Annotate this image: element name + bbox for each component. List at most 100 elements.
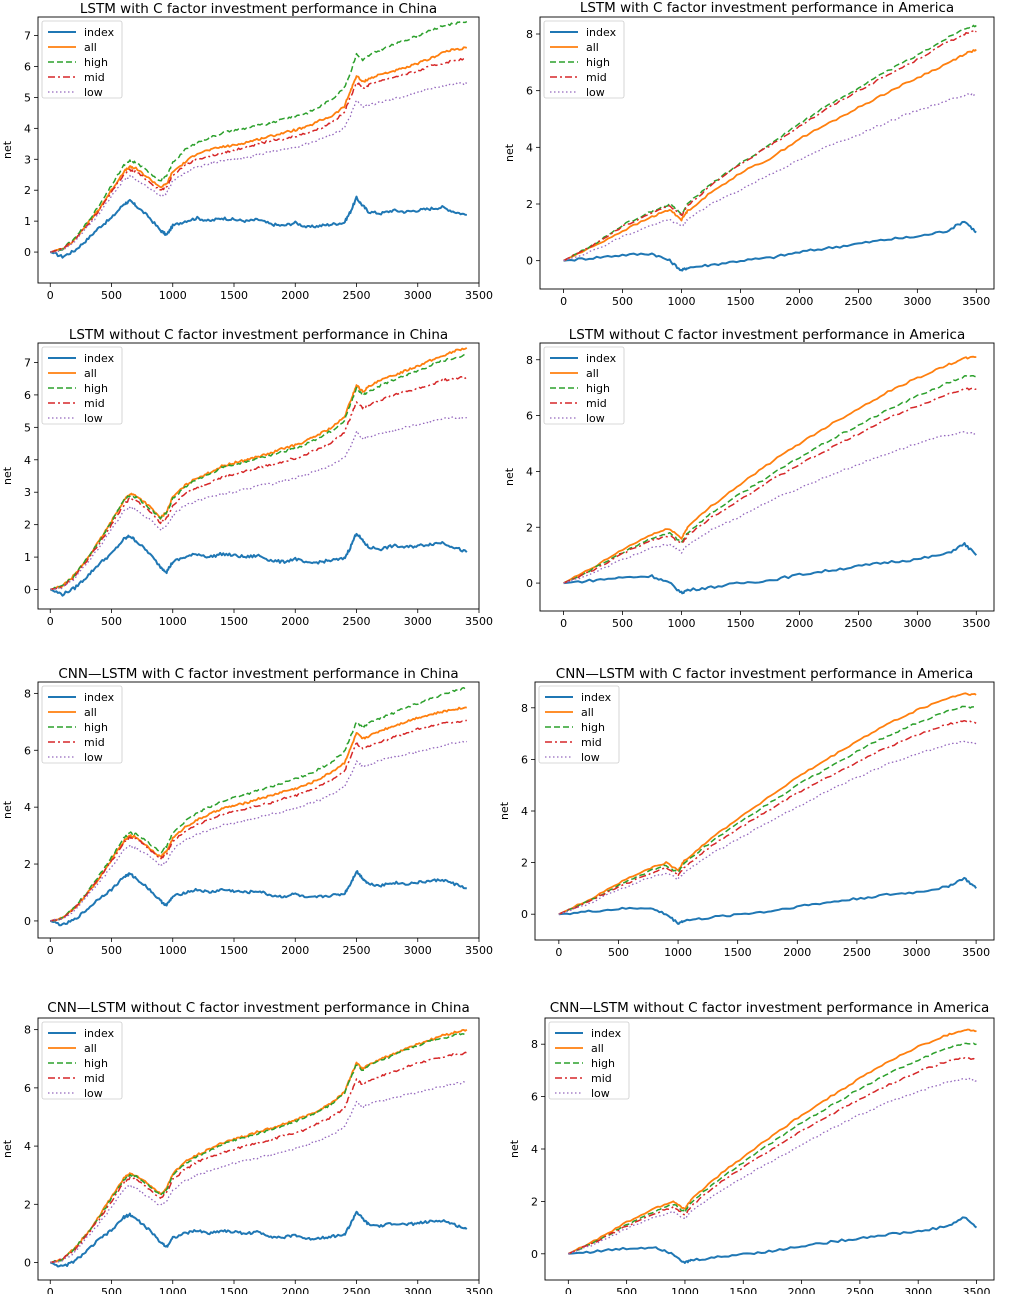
legend-label-index: index <box>586 26 617 39</box>
series-line-mid <box>50 57 467 253</box>
legend: index all high mid low <box>543 346 625 425</box>
x-tick-label: 2000 <box>281 944 309 957</box>
series-line-index <box>49 532 468 597</box>
y-tick-label: 2 <box>24 519 31 532</box>
y-axis-label: net <box>503 467 516 486</box>
series-line-mid <box>563 387 977 584</box>
legend-label-all: all <box>586 367 599 380</box>
y-tick-label: 2 <box>521 857 528 870</box>
y-axis-label: net <box>498 801 511 820</box>
y-tick-label: 8 <box>521 702 528 715</box>
y-tick-label: 2 <box>24 858 31 871</box>
y-axis-label: net <box>503 143 516 162</box>
series-line-high <box>50 686 468 922</box>
series-line-low <box>568 1077 977 1255</box>
x-tick-label: 500 <box>101 289 122 302</box>
legend-label-mid: mid <box>84 1072 105 1085</box>
legend-label-mid: mid <box>591 1072 612 1085</box>
legend-label-all: all <box>84 41 97 54</box>
legend: index all high mid low <box>41 346 123 425</box>
legend-label-high: high <box>84 56 108 69</box>
x-tick-label: 1000 <box>159 615 187 628</box>
x-tick-label: 2500 <box>844 617 872 630</box>
legend-label-all: all <box>586 41 599 54</box>
y-tick-label: 6 <box>531 1091 538 1104</box>
chart-title: LSTM with C factor investment performanc… <box>80 1 437 17</box>
legend-box <box>41 685 123 764</box>
y-tick-label: 0 <box>521 908 528 921</box>
y-tick-label: 6 <box>24 60 31 73</box>
y-tick-label: 0 <box>531 1248 538 1261</box>
legend-label-high: high <box>591 1057 615 1070</box>
x-tick-label: 3500 <box>465 615 493 628</box>
legend: index all high mid low <box>548 1021 630 1100</box>
y-tick-label: 4 <box>24 1140 31 1153</box>
x-tick-label: 500 <box>101 615 122 628</box>
y-tick-label: 2 <box>24 184 31 197</box>
x-tick-label: 3000 <box>404 615 432 628</box>
y-tick-label: 0 <box>24 584 31 597</box>
legend-label-all: all <box>84 1042 97 1055</box>
x-tick-label: 2500 <box>343 289 371 302</box>
series-line-high <box>568 1042 977 1255</box>
series-line-low <box>50 81 468 254</box>
x-tick-label: 0 <box>47 289 54 302</box>
y-tick-label: 6 <box>24 744 31 757</box>
y-axis-label: net <box>1 140 14 159</box>
legend-box <box>543 20 625 99</box>
legend-label-mid: mid <box>84 397 105 410</box>
series-line-high <box>50 20 468 253</box>
series-line-mid <box>563 30 977 262</box>
plot-frame <box>37 16 480 284</box>
chart-panel-2: LSTM with C factor investment performanc… <box>503 0 995 308</box>
plot-frame <box>37 342 480 610</box>
series-line-high <box>563 24 977 262</box>
x-tick-label: 1000 <box>664 946 692 959</box>
y-tick-label: 2 <box>531 1195 538 1208</box>
legend-label-mid: mid <box>586 71 607 84</box>
x-tick-label: 3000 <box>903 617 931 630</box>
y-tick-label: 4 <box>24 801 31 814</box>
y-tick-label: 0 <box>24 1257 31 1270</box>
y-tick-label: 6 <box>526 410 533 423</box>
legend-label-mid: mid <box>581 736 602 749</box>
legend-label-high: high <box>586 382 610 395</box>
series-line-all <box>50 706 467 922</box>
legend-label-all: all <box>591 1042 604 1055</box>
series-line-low <box>50 416 467 591</box>
chart-title: CNN—LSTM without C factor investment per… <box>550 1000 990 1016</box>
chart-title: LSTM without C factor investment perform… <box>69 327 448 343</box>
legend-label-index: index <box>84 1027 115 1040</box>
chart-panel-8: CNN—LSTM without C factor investment per… <box>508 1000 995 1298</box>
legend: index all high mid low <box>538 685 620 764</box>
series-line-low <box>563 93 977 262</box>
x-tick-label: 1000 <box>668 617 696 630</box>
legend-box <box>538 685 620 764</box>
x-tick-label: 500 <box>616 1286 637 1294</box>
legend-label-index: index <box>84 26 115 39</box>
x-tick-label: 3500 <box>962 617 990 630</box>
chart-panel-6: CNN—LSTM with C factor investment perfor… <box>498 666 995 959</box>
x-tick-label: 0 <box>560 617 567 630</box>
legend: index all high mid low <box>41 20 123 99</box>
legend-label-low: low <box>581 751 600 764</box>
legend-label-all: all <box>581 706 594 719</box>
series-line-mid <box>558 719 977 915</box>
legend-label-mid: mid <box>84 736 105 749</box>
y-axis-label: net <box>1 1139 14 1158</box>
y-tick-label: 2 <box>526 521 533 534</box>
legend-box <box>543 346 625 425</box>
series-line-low <box>50 1081 468 1264</box>
legend-label-all: all <box>84 367 97 380</box>
series-line-all <box>563 355 977 584</box>
legend-box <box>41 346 123 425</box>
y-tick-label: 8 <box>24 687 31 700</box>
chart-panel-5: CNN—LSTM with C factor investment perfor… <box>1 666 493 957</box>
y-tick-label: 0 <box>24 915 31 928</box>
y-tick-label: 5 <box>24 421 31 434</box>
x-tick-label: 1000 <box>671 1286 699 1294</box>
x-tick-label: 1500 <box>729 1286 757 1294</box>
x-tick-label: 0 <box>47 615 54 628</box>
plot-frame <box>539 342 995 612</box>
legend-label-low: low <box>586 412 605 425</box>
